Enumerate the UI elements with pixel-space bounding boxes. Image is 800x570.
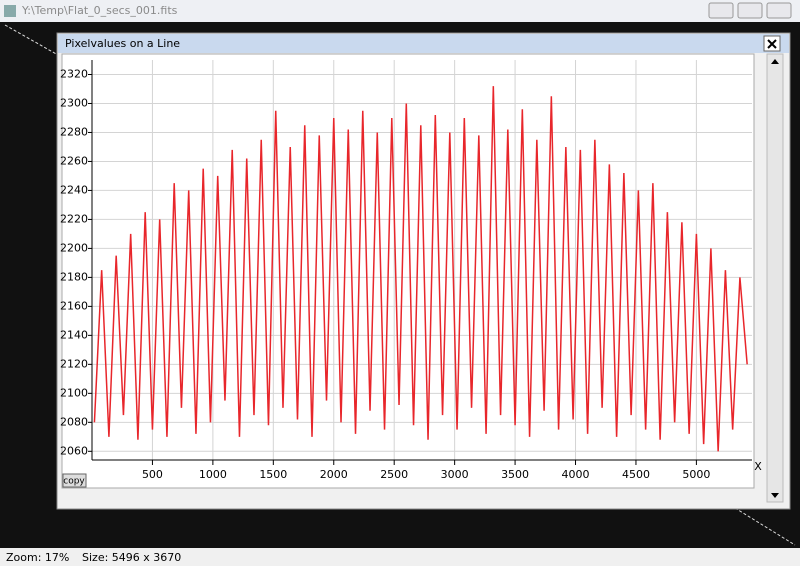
y-tick-label: 2260 (60, 154, 88, 167)
y-tick-label: 2100 (60, 386, 88, 399)
y-tick-label: 2200 (60, 241, 88, 254)
app-icon (4, 5, 16, 17)
y-tick-label: 2080 (60, 415, 88, 428)
status-size: Size: 5496 x 3670 (82, 551, 181, 564)
y-tick-label: 2180 (60, 270, 88, 283)
data-line (93, 86, 748, 452)
copy-label: copy (63, 477, 85, 487)
y-tick-label: 2300 (60, 96, 88, 109)
y-tick-label: 2240 (60, 183, 88, 196)
y-tick-label: 2220 (60, 212, 88, 225)
x-tick-label: 500 (142, 468, 163, 481)
y-tick-label: 2320 (60, 67, 88, 80)
y-tick-label: 2160 (60, 299, 88, 312)
copy-button[interactable] (62, 473, 87, 488)
restore-button[interactable] (737, 2, 763, 19)
chart: 2060 2080 2100 2120 2140 2160 2180 2200 2220 2240… (60, 60, 762, 481)
minimize-button[interactable] (708, 2, 734, 19)
close-window-button[interactable] (766, 2, 792, 19)
x-tick-label: 5000 (682, 468, 710, 481)
x-tick-label: 2000 (320, 468, 348, 481)
y-tick-label: 2060 (60, 444, 88, 457)
status-bar (0, 548, 800, 566)
x-tick-label: 1500 (259, 468, 287, 481)
dialog-title: Pixelvalues on a Line (65, 37, 180, 50)
window-title: Y:\Temp\Flat_0_secs_001.fits (21, 4, 178, 17)
y-tick-label: 2280 (60, 125, 88, 138)
close-icon (767, 39, 777, 49)
scrollbar[interactable] (766, 53, 784, 503)
x-tick-label: 4000 (562, 468, 590, 481)
y-tick-label: 2140 (60, 328, 88, 341)
x-tick-label: 4500 (622, 468, 650, 481)
x-tick-label: 1000 (199, 468, 227, 481)
window-titlebar (0, 0, 800, 22)
x-tick-label: 2500 (380, 468, 408, 481)
selection-line (4, 24, 59, 56)
x-tick-label: 3500 (501, 468, 529, 481)
x-tick-label: 3000 (441, 468, 469, 481)
y-tick-label: 2120 (60, 357, 88, 370)
status-zoom: Zoom: 17% (6, 551, 69, 564)
selection-line (734, 507, 796, 546)
x-axis-label: X (754, 460, 762, 473)
dialog-titlebar (58, 34, 789, 53)
